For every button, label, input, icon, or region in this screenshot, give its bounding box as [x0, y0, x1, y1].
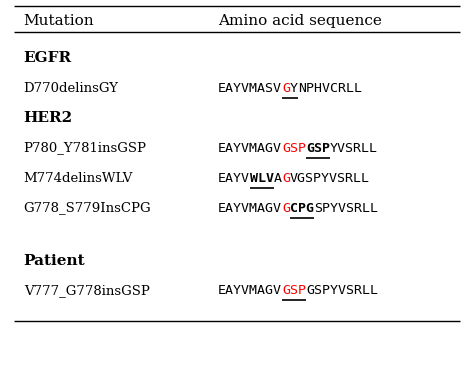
Text: P780_Y781insGSP: P780_Y781insGSP — [24, 142, 146, 154]
Text: G778_S779InsCPG: G778_S779InsCPG — [24, 202, 151, 214]
Text: G: G — [282, 82, 290, 94]
Text: EAYVMAGV: EAYVMAGV — [218, 142, 282, 154]
Text: M774delinsWLV: M774delinsWLV — [24, 172, 133, 184]
Text: HER2: HER2 — [24, 111, 73, 125]
Text: EAYVMAGV: EAYVMAGV — [218, 202, 282, 214]
Text: SPYVSRLL: SPYVSRLL — [314, 202, 378, 214]
Text: VGSPYVSRLL: VGSPYVSRLL — [290, 172, 370, 184]
Text: Patient: Patient — [24, 254, 85, 268]
Text: G: G — [282, 172, 290, 184]
Text: GSP: GSP — [282, 284, 306, 297]
Text: EAYVMAGV: EAYVMAGV — [218, 284, 282, 297]
Text: YVSRLL: YVSRLL — [330, 142, 378, 154]
Text: Y: Y — [290, 82, 298, 94]
Text: G: G — [282, 202, 290, 214]
Text: V777_G778insGSP: V777_G778insGSP — [24, 284, 150, 297]
Text: A: A — [274, 172, 282, 184]
Text: Mutation: Mutation — [24, 13, 94, 28]
Text: WLV: WLV — [250, 172, 274, 184]
Text: GSP: GSP — [282, 142, 306, 154]
Text: Amino acid sequence: Amino acid sequence — [218, 13, 382, 28]
Text: GSP: GSP — [306, 142, 330, 154]
Text: CPG: CPG — [290, 202, 314, 214]
Text: EAYVMASV: EAYVMASV — [218, 82, 282, 94]
Text: EAYV: EAYV — [218, 172, 250, 184]
Text: GSPYVSRLL: GSPYVSRLL — [306, 284, 378, 297]
Text: EGFR: EGFR — [24, 51, 72, 65]
Text: NPHVCRLL: NPHVCRLL — [298, 82, 362, 94]
Text: D770delinsGY: D770delinsGY — [24, 82, 119, 94]
